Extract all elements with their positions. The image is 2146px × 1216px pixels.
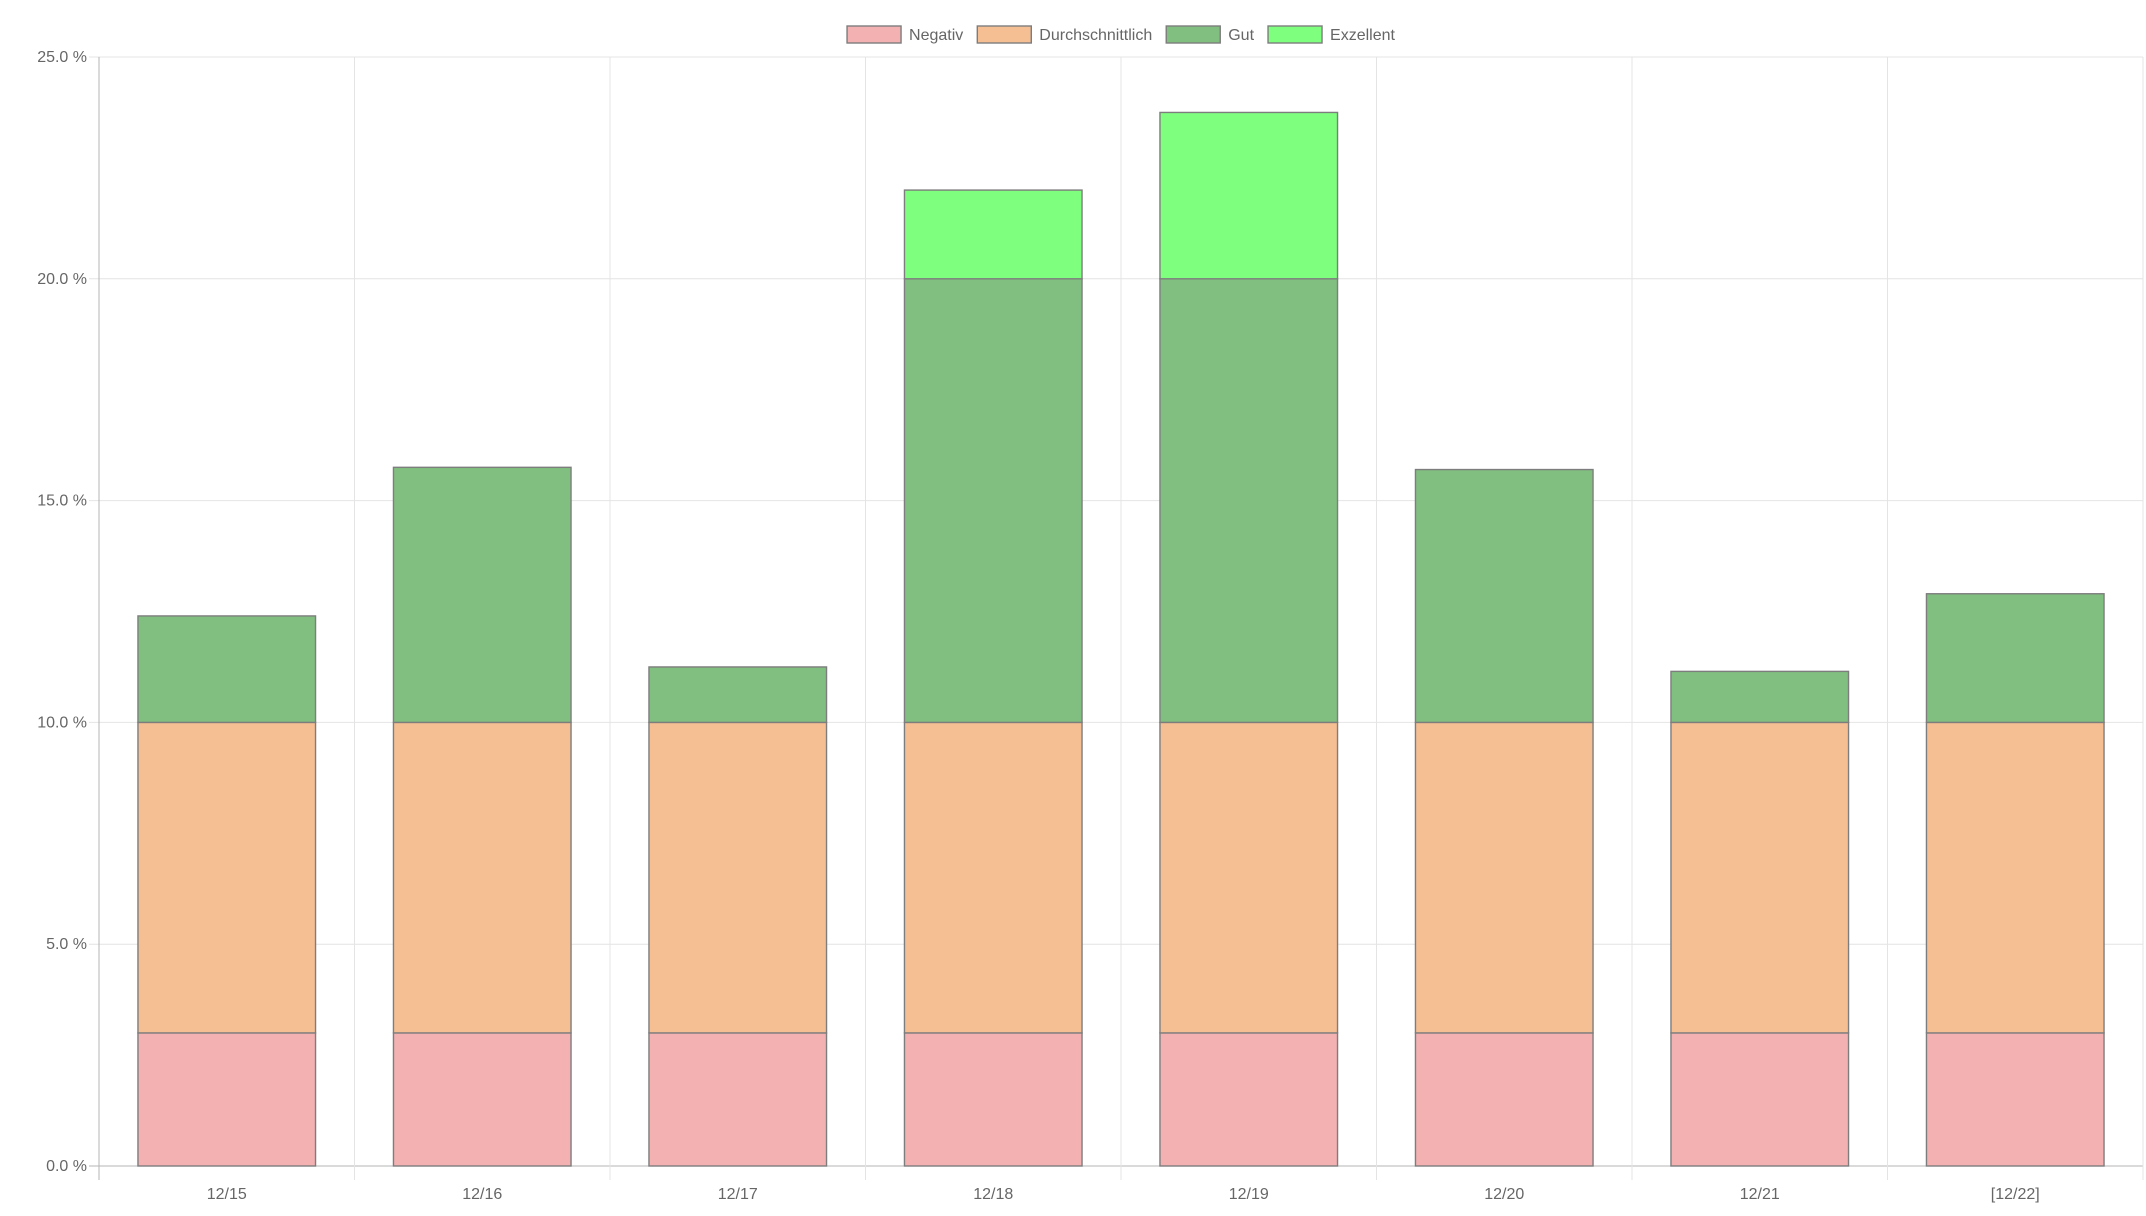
bar-segment: [1670, 1032, 1850, 1167]
bar-segment: [137, 615, 317, 724]
bar-segment: [1159, 111, 1339, 280]
bar-segment: [137, 721, 317, 1034]
y-tick-label: 10.0 %: [37, 714, 87, 731]
bar-segment: [392, 721, 572, 1034]
legend-swatch: [976, 25, 1032, 44]
x-tick-label: [12/22]: [1991, 1186, 2040, 1203]
legend: Negativ Durchschnittlich Gut Exzellent: [846, 25, 1396, 44]
bar-segment: [1159, 721, 1339, 1034]
x-tick-label: 12/16: [462, 1186, 502, 1203]
legend-label: Exzellent: [1330, 27, 1395, 44]
legend-item: Durchschnittlich: [976, 25, 1152, 44]
bar-segment: [1414, 468, 1594, 724]
bar-segment: [392, 466, 572, 724]
bar-segment: [903, 278, 1083, 724]
bar-segment: [392, 1032, 572, 1167]
y-tick-label: 5.0 %: [46, 936, 87, 953]
legend-swatch: [846, 25, 902, 44]
bar-segment: [1159, 278, 1339, 724]
legend-item: Exzellent: [1267, 25, 1396, 44]
axis-layer: 0.0 % 5.0 % 10.0 % 15.0 % 20.0 % 25.0 % 12/15 1…: [37, 49, 2040, 1203]
x-tick-label: 12/18: [973, 1186, 1013, 1203]
bar-segment: [903, 189, 1083, 280]
bar-segment: [903, 1032, 1083, 1167]
legend-swatch: [1165, 25, 1221, 44]
y-tick-label: 25.0 %: [37, 49, 87, 66]
bar-segment: [903, 721, 1083, 1034]
bar-segment: [648, 1032, 828, 1167]
bar-segment: [1414, 721, 1594, 1034]
legend-item: Negativ: [846, 25, 963, 44]
bar-segment: [1925, 593, 2105, 724]
x-tick-label: 12/15: [207, 1186, 247, 1203]
legend-item: Gut: [1165, 25, 1255, 44]
bar-segment: [1670, 721, 1850, 1034]
x-tick-label: 12/17: [718, 1186, 758, 1203]
grid-layer: [89, 56, 2144, 1180]
bar-segment: [1670, 670, 1850, 724]
bar-segment: [1925, 721, 2105, 1034]
x-tick-label: 12/20: [1484, 1186, 1524, 1203]
bar-segment: [648, 666, 828, 724]
y-tick-label: 15.0 %: [37, 493, 87, 510]
legend-label: Negativ: [909, 27, 963, 44]
bar-segment: [1159, 1032, 1339, 1167]
x-tick-label: 12/21: [1740, 1186, 1780, 1203]
bar-segment: [137, 1032, 317, 1167]
y-tick-label: 20.0 %: [37, 271, 87, 288]
bar-segment: [1414, 1032, 1594, 1167]
bar-segment: [648, 721, 828, 1034]
bar-segment: [1925, 1032, 2105, 1167]
legend-label: Durchschnittlich: [1039, 27, 1152, 44]
legend-swatch: [1267, 25, 1323, 44]
bars-layer: [137, 111, 2105, 1167]
x-tick-label: 12/19: [1229, 1186, 1269, 1203]
y-tick-label: 0.0 %: [46, 1158, 87, 1175]
legend-label: Gut: [1228, 27, 1254, 44]
